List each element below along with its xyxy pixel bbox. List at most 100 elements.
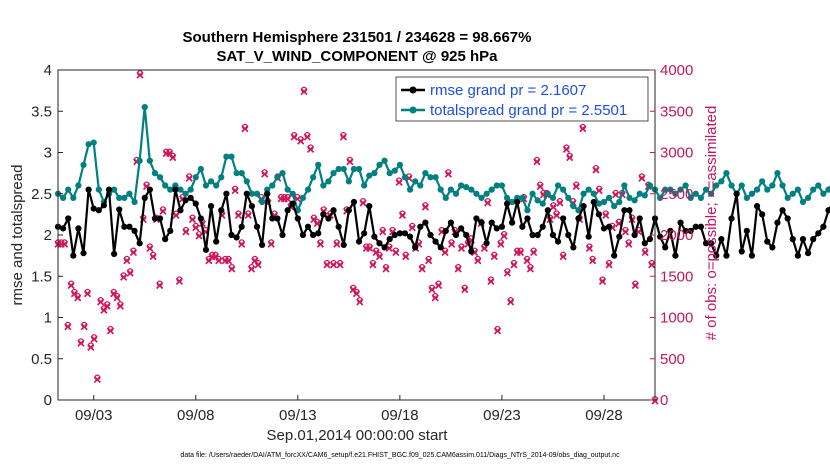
obs-assimilated-point <box>172 211 180 219</box>
totalspread-point <box>213 182 220 189</box>
obs-assimilated-point <box>329 261 338 269</box>
totalspread-point <box>366 172 373 179</box>
data-file-note: data file: /Users/raeder/DAI/ATM_forcXX/… <box>180 452 620 459</box>
rmse-point <box>437 244 444 251</box>
obs-assimilated-point <box>638 174 646 182</box>
rmse-point <box>478 219 485 226</box>
chart-title-line2: SAT_V_WIND_COMPONENT @ 925 hPa <box>216 48 498 65</box>
rmse-point <box>187 194 194 201</box>
rmse-point <box>192 200 199 207</box>
totalspread-point <box>197 165 204 173</box>
obs-assimilated-point <box>169 154 177 162</box>
totalspread-point <box>371 170 378 177</box>
obs-assimilated-point <box>487 277 495 285</box>
rmse-point <box>631 231 638 239</box>
rmse-point <box>100 202 108 209</box>
rmse-point <box>248 203 255 210</box>
obs-assimilated-point <box>228 265 236 273</box>
totalspread-point <box>218 174 225 181</box>
obs-assimilated-point <box>369 261 377 269</box>
obs-assimilated-point <box>339 133 347 141</box>
rmse-point <box>815 230 822 237</box>
totalspread-point <box>167 186 174 193</box>
obs-assimilated-point <box>129 248 138 257</box>
obs-assimilated-point <box>116 302 124 310</box>
obs-assimilated-point <box>648 261 656 269</box>
obs-assimilated-point <box>572 182 580 191</box>
obs-assimilated-point <box>382 265 390 273</box>
totalspread-point <box>156 174 164 181</box>
totalspread-point <box>713 182 720 189</box>
totalspread-point <box>259 198 266 206</box>
totalspread-point <box>422 170 429 177</box>
obs-assimilated-point <box>60 240 69 248</box>
rmse-point <box>218 207 225 214</box>
rmse-point <box>371 233 378 240</box>
obs-assimilated-point <box>457 244 466 252</box>
rmse-point <box>682 227 689 234</box>
rmse-point <box>223 190 230 197</box>
obs-assimilated-point <box>182 228 190 236</box>
rmse-point <box>90 205 97 212</box>
rmse-point <box>784 215 791 222</box>
rmse-point <box>299 231 307 239</box>
rmse-point <box>304 223 312 230</box>
obs-assimilated-point <box>375 253 384 261</box>
rmse-point <box>60 225 67 232</box>
rmse-point <box>657 233 664 240</box>
totalspread-point <box>248 190 255 197</box>
obs-assimilated-point <box>641 248 649 257</box>
obs-assimilated-point <box>93 375 101 384</box>
rmse-point <box>779 207 786 214</box>
obs-assimilated-point <box>500 232 508 240</box>
totalspread-point <box>488 186 495 193</box>
rmse-point <box>534 231 541 239</box>
rmse-point <box>442 227 449 234</box>
rmse-point <box>401 230 409 237</box>
obs-assimilated-point <box>444 170 452 178</box>
obs-assimilated-point <box>359 199 367 207</box>
y-tick-label-right: 1500 <box>660 268 693 285</box>
rmse-point <box>70 252 77 259</box>
totalspread-point <box>570 203 577 210</box>
y-tick-label-right: 2500 <box>660 186 693 203</box>
rmse-point <box>213 238 220 245</box>
rmse-point <box>692 223 699 230</box>
totalspread-point <box>192 174 199 181</box>
totalspread-point <box>708 190 715 197</box>
totalspread-point <box>75 182 82 189</box>
totalspread-point <box>468 186 475 193</box>
y-tick-label-right: 0 <box>660 392 668 409</box>
obs-assimilated-point <box>64 323 72 331</box>
obs-assimilated-point <box>585 244 593 252</box>
rmse-point <box>646 236 653 243</box>
rmse-point <box>605 223 613 230</box>
rmse-point <box>473 215 480 222</box>
totalspread-point <box>126 190 133 197</box>
obs-assimilated-point <box>67 281 75 290</box>
rmse-point <box>279 231 286 239</box>
obs-assimilated-point <box>126 269 134 277</box>
rmse-point <box>294 215 301 222</box>
rmse-point <box>621 207 628 214</box>
obs-assimilated-point <box>136 71 144 79</box>
rmse-point <box>167 227 174 234</box>
obs-assimilated-point <box>421 203 429 211</box>
rmse-point <box>570 244 577 251</box>
rmse-point <box>335 223 342 230</box>
rmse-point <box>422 219 429 226</box>
totalspread-point <box>289 190 296 197</box>
obs-assimilated-point <box>612 191 620 199</box>
obs-assimilated-point <box>231 187 239 195</box>
totalspread-point <box>595 200 602 207</box>
rmse-point <box>590 198 597 206</box>
obs-assimilated-point <box>484 199 492 207</box>
rmse-point <box>320 211 327 218</box>
totalspread-point <box>697 194 705 201</box>
totalspread-point <box>299 194 307 201</box>
totalspread-point <box>345 178 352 185</box>
totalspread-point <box>80 161 87 168</box>
rmse-point <box>259 241 266 248</box>
totalspread-point <box>774 170 781 177</box>
totalspread-point <box>687 194 694 201</box>
